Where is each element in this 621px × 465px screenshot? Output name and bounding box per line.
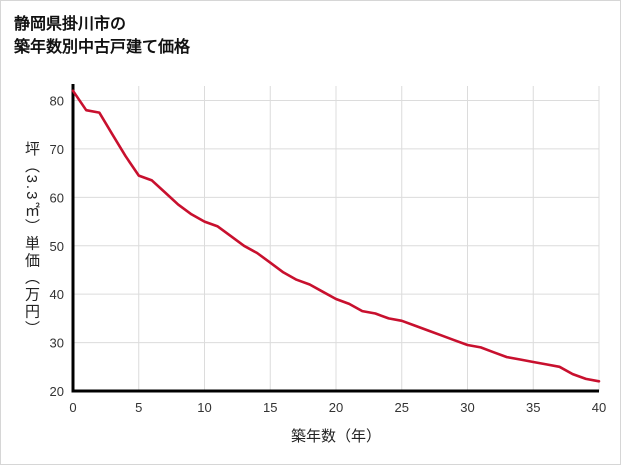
chart-canvas: 0 5 10 15 20 25 30 35 40 20 30 40 50 60 70 80 [50, 84, 606, 415]
svg-text:10: 10 [197, 400, 211, 415]
svg-text:50: 50 [50, 239, 64, 254]
svg-text:5: 5 [135, 400, 142, 415]
price-line-chart: 坪（3.3㎡）単価（万円） 0 5 10 15 20 25 30 35 40 20 30 40 50 60… [1, 73, 620, 464]
svg-text:25: 25 [395, 400, 409, 415]
svg-text:60: 60 [50, 190, 64, 205]
svg-text:0: 0 [69, 400, 76, 415]
svg-text:15: 15 [263, 400, 277, 415]
x-axis-label: 築年数（年） [290, 428, 381, 445]
page-title-line2: 築年数別中古戸建て価格 [14, 39, 191, 57]
svg-text:20: 20 [50, 384, 64, 399]
page-title: 静岡県掛川市の 築年数別中古戸建て価格 [14, 13, 190, 59]
y-axis-label: 坪（3.3㎡）単価（万円） [23, 140, 40, 338]
svg-text:35: 35 [526, 400, 540, 415]
svg-text:20: 20 [329, 400, 343, 415]
svg-text:80: 80 [50, 94, 64, 109]
svg-text:40: 40 [50, 287, 64, 302]
svg-text:30: 30 [50, 336, 64, 351]
svg-text:70: 70 [50, 142, 64, 157]
svg-text:30: 30 [460, 400, 474, 415]
page-title-line1: 静岡県掛川市の [14, 16, 127, 33]
svg-text:40: 40 [592, 400, 606, 415]
